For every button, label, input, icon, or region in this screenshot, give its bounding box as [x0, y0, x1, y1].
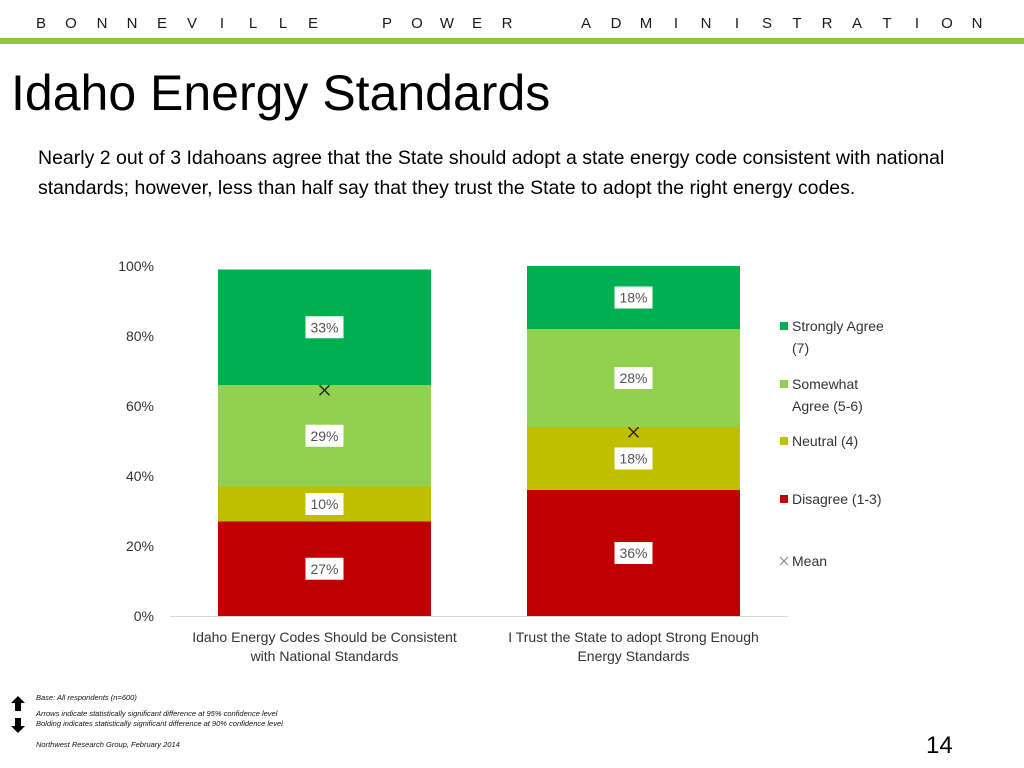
data-label: 29% [310, 428, 338, 444]
org-letter: L [278, 15, 288, 32]
data-label-box [614, 286, 653, 309]
org-letter: L [248, 15, 258, 32]
org-letter: W [439, 15, 455, 32]
org-letter: S [761, 15, 772, 32]
data-label-box [305, 424, 344, 447]
footnote-source: Northwest Research Group, February 2014 [36, 740, 180, 749]
data-label-box [614, 447, 653, 470]
data-label-box [614, 542, 653, 564]
org-letter: P [381, 15, 392, 32]
y-tick-label: 60% [126, 398, 154, 414]
footnote-base: Base: All respondents (n=600) [36, 693, 137, 702]
legend-label: Agree (5-6) [792, 398, 863, 414]
org-letter: N [700, 15, 712, 32]
category-label: I Trust the State to adopt Strong Enough [508, 629, 759, 645]
data-label: 10% [310, 496, 338, 512]
org-letter: I [219, 15, 225, 32]
down-arrow-icon [11, 718, 25, 733]
data-label: 18% [619, 290, 647, 306]
org-letter: V [186, 15, 197, 32]
legend-label: Mean [792, 553, 827, 569]
mean-marker [628, 426, 639, 438]
footnote-bolding: Bolding indicates statistically signific… [36, 719, 283, 728]
up-arrow-icon [11, 696, 25, 711]
org-letter: E [307, 15, 318, 32]
org-letter: B [35, 15, 46, 32]
legend-label: Neutral (4) [792, 433, 858, 449]
y-tick-label: 40% [126, 468, 154, 484]
data-label-box [305, 557, 344, 580]
org-letter: A [580, 15, 591, 32]
y-tick-label: 20% [126, 538, 154, 554]
org-letter: R [501, 15, 513, 32]
org-letter: R [821, 15, 833, 32]
stacked-bar-chart: 0% 20% 40% 60% 80% 100% 27% 10% 29% 33% Idaho Ener… [118, 258, 884, 664]
org-letter: N [971, 15, 983, 32]
org-letter: I [734, 15, 740, 32]
footnote-arrows: Arrows indicate statistically significan… [36, 709, 278, 718]
legend-mean-marker [779, 556, 789, 566]
legend-swatch [780, 380, 788, 388]
org-letter: E [471, 15, 482, 32]
slide-title: Idaho Energy Standards [11, 65, 551, 121]
y-tick-label: 80% [126, 328, 154, 344]
data-label: 27% [310, 561, 338, 577]
org-letter: O [941, 15, 953, 32]
page-number: 14 [926, 732, 953, 759]
legend-label: Somewhat [792, 376, 858, 392]
data-label-box [305, 316, 344, 339]
data-label: 33% [310, 319, 338, 335]
org-letter: D [610, 15, 622, 32]
org-letter: N [96, 15, 108, 32]
org-letter: T [882, 15, 892, 32]
org-letter: T [792, 15, 802, 32]
org-letter: M [639, 15, 653, 32]
org-letter: I [673, 15, 679, 32]
y-tick-label: 100% [118, 258, 154, 274]
data-label: 28% [619, 370, 647, 386]
org-letter: O [65, 15, 77, 32]
slide-body-text: Nearly 2 out of 3 Idahoans agree that th… [38, 147, 945, 199]
category-label: Idaho Energy Codes Should be Consistent [192, 629, 457, 645]
legend-swatch [780, 495, 788, 503]
org-letter: O [411, 15, 423, 32]
org-letter: I [914, 15, 920, 32]
legend-swatch [780, 437, 788, 445]
mean-marker [319, 384, 330, 396]
data-label-box [305, 493, 344, 515]
data-label: 18% [619, 451, 647, 467]
y-tick-label: 0% [134, 608, 154, 624]
org-letter: E [156, 15, 167, 32]
data-label: 36% [619, 545, 647, 561]
category-label: Energy Standards [577, 648, 689, 664]
legend-swatch [780, 322, 788, 330]
category-label: with National Standards [250, 648, 399, 664]
org-letter: A [851, 15, 862, 32]
legend-label: Strongly Agree [792, 318, 884, 334]
legend-label: Disagree (1-3) [792, 491, 881, 507]
data-label-box [614, 367, 653, 389]
header-accent-line [0, 38, 1024, 44]
legend-label: (7) [792, 340, 809, 356]
org-letter: N [126, 15, 138, 32]
